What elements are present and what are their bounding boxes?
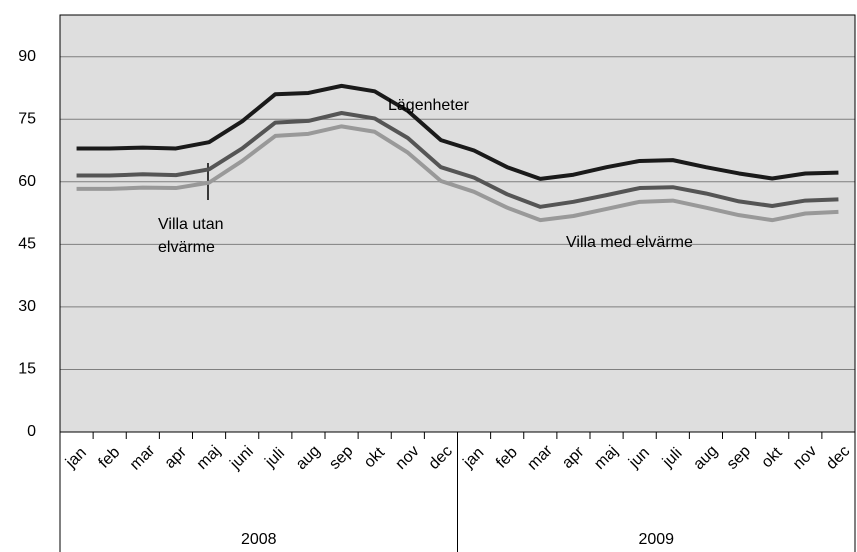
group-label: 2009 [638,531,674,548]
x-tick-label: apr [162,443,191,472]
x-tick-label: sep [326,443,356,473]
x-tick-label: juli [659,445,686,472]
x-tick-label: mar [524,442,556,474]
series-annotation: Lägenheter [388,97,469,114]
y-tick-label: 90 [18,48,36,65]
x-tick-label: juli [261,445,288,472]
y-tick-label: 45 [18,236,36,253]
series-line [76,110,839,209]
x-tick-label: okt [758,444,786,472]
x-tick-label: jan [62,444,90,472]
x-tick-label: jan [460,444,488,472]
x-tick-label: dec [426,443,456,473]
y-tick-label: 60 [18,173,36,190]
x-tick-label: nov [790,443,820,473]
x-tick-label: dec [823,443,853,473]
y-tick-label: 30 [18,298,36,315]
group-label: 2008 [241,531,277,548]
x-tick-label: feb [96,444,124,472]
x-tick-label: sep [724,443,754,473]
x-tick-label: aug [293,442,324,473]
series-line [76,124,839,223]
x-tick-label: maj [591,443,621,473]
series-line [76,83,839,181]
y-tick-label: 75 [18,110,36,127]
series-annotation: Villa utan elvärme [158,216,224,256]
x-tick-label: maj [194,443,224,473]
x-tick-label: nov [392,443,422,473]
y-tick-label: 0 [27,423,36,440]
x-tick-label: jun [625,444,653,472]
x-tick-label: apr [559,443,588,472]
x-tick-label: feb [493,444,521,472]
series-annotation: Villa med elvärme [566,234,693,251]
x-tick-label: juni [226,443,256,473]
plot-area [59,14,856,433]
x-tick-label: okt [361,444,389,472]
x-tick-label: mar [127,442,159,474]
x-tick-label: aug [690,442,721,473]
y-tick-label: 15 [18,361,36,378]
